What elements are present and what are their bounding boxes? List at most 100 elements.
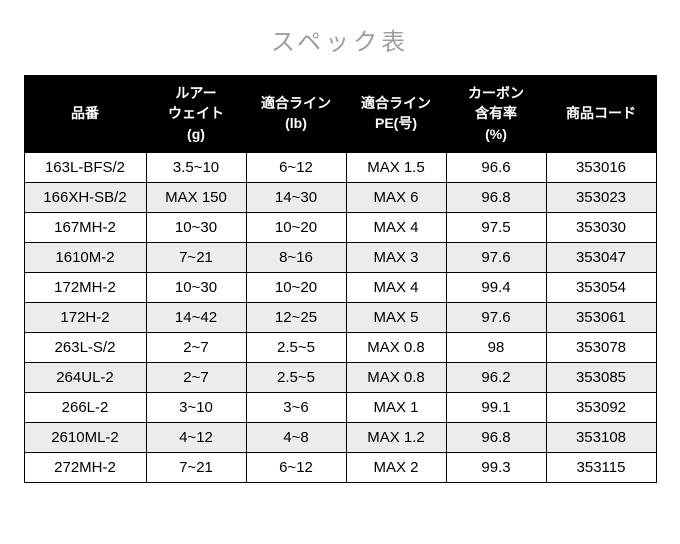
cell-r10-c1: 7~21 bbox=[146, 452, 246, 482]
cell-r10-c5: 353115 bbox=[546, 452, 656, 482]
cell-r2-c3: MAX 4 bbox=[346, 212, 446, 242]
table-row: 172H-214~4212~25MAX 597.6353061 bbox=[24, 302, 656, 332]
cell-r0-c2: 6~12 bbox=[246, 152, 346, 182]
cell-r1-c1: MAX 150 bbox=[146, 182, 246, 212]
table-header: 品番 ルアーウェイト (g) 適合ライン (lb) 適合ライン PE(号) カーボン含有率 (%… bbox=[24, 75, 656, 152]
cell-r7-c1: 2~7 bbox=[146, 362, 246, 392]
cell-r9-c0: 2610ML-2 bbox=[24, 422, 146, 452]
cell-r7-c5: 353085 bbox=[546, 362, 656, 392]
cell-r4-c0: 172MH-2 bbox=[24, 272, 146, 302]
cell-r4-c3: MAX 4 bbox=[346, 272, 446, 302]
cell-r3-c3: MAX 3 bbox=[346, 242, 446, 272]
cell-r6-c3: MAX 0.8 bbox=[346, 332, 446, 362]
col-header-line: PE(号) bbox=[375, 115, 417, 131]
cell-r5-c4: 97.6 bbox=[446, 302, 546, 332]
cell-r0-c0: 163L-BFS/2 bbox=[24, 152, 146, 182]
col-header-line: カーボン bbox=[468, 85, 524, 101]
cell-r9-c1: 4~12 bbox=[146, 422, 246, 452]
table-row: 1610M-27~218~16MAX 397.6353047 bbox=[24, 242, 656, 272]
cell-r6-c1: 2~7 bbox=[146, 332, 246, 362]
cell-r3-c1: 7~21 bbox=[146, 242, 246, 272]
col-header-line: (lb) bbox=[285, 115, 307, 131]
col-header-line: (%) bbox=[485, 126, 507, 142]
cell-r10-c2: 6~12 bbox=[246, 452, 346, 482]
cell-r8-c0: 266L-2 bbox=[24, 392, 146, 422]
table-body: 163L-BFS/23.5~106~12MAX 1.596.6353016166… bbox=[24, 152, 656, 482]
cell-r4-c2: 10~20 bbox=[246, 272, 346, 302]
col-header-0: 品番 bbox=[24, 75, 146, 152]
cell-r3-c5: 353047 bbox=[546, 242, 656, 272]
cell-r1-c0: 166XH-SB/2 bbox=[24, 182, 146, 212]
cell-r1-c5: 353023 bbox=[546, 182, 656, 212]
col-header-1: ルアーウェイト (g) bbox=[146, 75, 246, 152]
page-title: スペック表 bbox=[0, 22, 680, 57]
cell-r1-c2: 14~30 bbox=[246, 182, 346, 212]
cell-r0-c1: 3.5~10 bbox=[146, 152, 246, 182]
cell-r10-c3: MAX 2 bbox=[346, 452, 446, 482]
spec-table: 品番 ルアーウェイト (g) 適合ライン (lb) 適合ライン PE(号) カーボン含有率 (%… bbox=[24, 75, 657, 483]
col-header-line: 含有率 bbox=[475, 105, 517, 121]
cell-r9-c4: 96.8 bbox=[446, 422, 546, 452]
cell-r0-c5: 353016 bbox=[546, 152, 656, 182]
cell-r8-c3: MAX 1 bbox=[346, 392, 446, 422]
cell-r7-c3: MAX 0.8 bbox=[346, 362, 446, 392]
cell-r8-c2: 3~6 bbox=[246, 392, 346, 422]
cell-r3-c4: 97.6 bbox=[446, 242, 546, 272]
table-row: 2610ML-24~124~8MAX 1.296.8353108 bbox=[24, 422, 656, 452]
col-header-line: (g) bbox=[187, 126, 205, 142]
col-header-line: 適合ライン bbox=[261, 95, 331, 111]
table-row: 272MH-27~216~12MAX 299.3353115 bbox=[24, 452, 656, 482]
cell-r2-c4: 97.5 bbox=[446, 212, 546, 242]
cell-r6-c5: 353078 bbox=[546, 332, 656, 362]
cell-r7-c2: 2.5~5 bbox=[246, 362, 346, 392]
col-header-3: 適合ライン PE(号) bbox=[346, 75, 446, 152]
cell-r9-c2: 4~8 bbox=[246, 422, 346, 452]
cell-r0-c3: MAX 1.5 bbox=[346, 152, 446, 182]
cell-r2-c0: 167MH-2 bbox=[24, 212, 146, 242]
cell-r7-c0: 264UL-2 bbox=[24, 362, 146, 392]
cell-r6-c2: 2.5~5 bbox=[246, 332, 346, 362]
cell-r9-c3: MAX 1.2 bbox=[346, 422, 446, 452]
cell-r6-c0: 263L-S/2 bbox=[24, 332, 146, 362]
table-row: 263L-S/22~72.5~5MAX 0.898353078 bbox=[24, 332, 656, 362]
cell-r7-c4: 96.2 bbox=[446, 362, 546, 392]
table-row: 266L-23~103~6MAX 199.1353092 bbox=[24, 392, 656, 422]
table-row: 163L-BFS/23.5~106~12MAX 1.596.6353016 bbox=[24, 152, 656, 182]
cell-r4-c1: 10~30 bbox=[146, 272, 246, 302]
cell-r3-c2: 8~16 bbox=[246, 242, 346, 272]
cell-r5-c3: MAX 5 bbox=[346, 302, 446, 332]
col-header-5: 商品コード bbox=[546, 75, 656, 152]
table-row: 166XH-SB/2MAX 15014~30MAX 696.8353023 bbox=[24, 182, 656, 212]
cell-r3-c0: 1610M-2 bbox=[24, 242, 146, 272]
cell-r4-c5: 353054 bbox=[546, 272, 656, 302]
cell-r10-c4: 99.3 bbox=[446, 452, 546, 482]
col-header-line: ルアー bbox=[175, 85, 216, 101]
col-header-line: 商品コード bbox=[566, 105, 636, 121]
cell-r9-c5: 353108 bbox=[546, 422, 656, 452]
cell-r2-c2: 10~20 bbox=[246, 212, 346, 242]
cell-r5-c0: 172H-2 bbox=[24, 302, 146, 332]
cell-r4-c4: 99.4 bbox=[446, 272, 546, 302]
col-header-line: 適合ライン bbox=[361, 95, 431, 111]
cell-r5-c2: 12~25 bbox=[246, 302, 346, 332]
table-row: 172MH-210~3010~20MAX 499.4353054 bbox=[24, 272, 656, 302]
cell-r8-c4: 99.1 bbox=[446, 392, 546, 422]
cell-r5-c5: 353061 bbox=[546, 302, 656, 332]
cell-r8-c1: 3~10 bbox=[146, 392, 246, 422]
cell-r1-c3: MAX 6 bbox=[346, 182, 446, 212]
cell-r1-c4: 96.8 bbox=[446, 182, 546, 212]
cell-r2-c5: 353030 bbox=[546, 212, 656, 242]
col-header-2: 適合ライン (lb) bbox=[246, 75, 346, 152]
cell-r8-c5: 353092 bbox=[546, 392, 656, 422]
cell-r6-c4: 98 bbox=[446, 332, 546, 362]
col-header-line: ウェイト bbox=[168, 105, 224, 121]
col-header-4: カーボン含有率 (%) bbox=[446, 75, 546, 152]
cell-r2-c1: 10~30 bbox=[146, 212, 246, 242]
table-row: 264UL-22~72.5~5MAX 0.896.2353085 bbox=[24, 362, 656, 392]
cell-r5-c1: 14~42 bbox=[146, 302, 246, 332]
cell-r0-c4: 96.6 bbox=[446, 152, 546, 182]
table-row: 167MH-210~3010~20MAX 497.5353030 bbox=[24, 212, 656, 242]
col-header-line: 品番 bbox=[71, 105, 99, 121]
spec-sheet: スペック表 品番 ルアーウェイト (g) 適合ライン (lb) 適合ライン PE(号) カーボ… bbox=[0, 0, 680, 483]
cell-r10-c0: 272MH-2 bbox=[24, 452, 146, 482]
